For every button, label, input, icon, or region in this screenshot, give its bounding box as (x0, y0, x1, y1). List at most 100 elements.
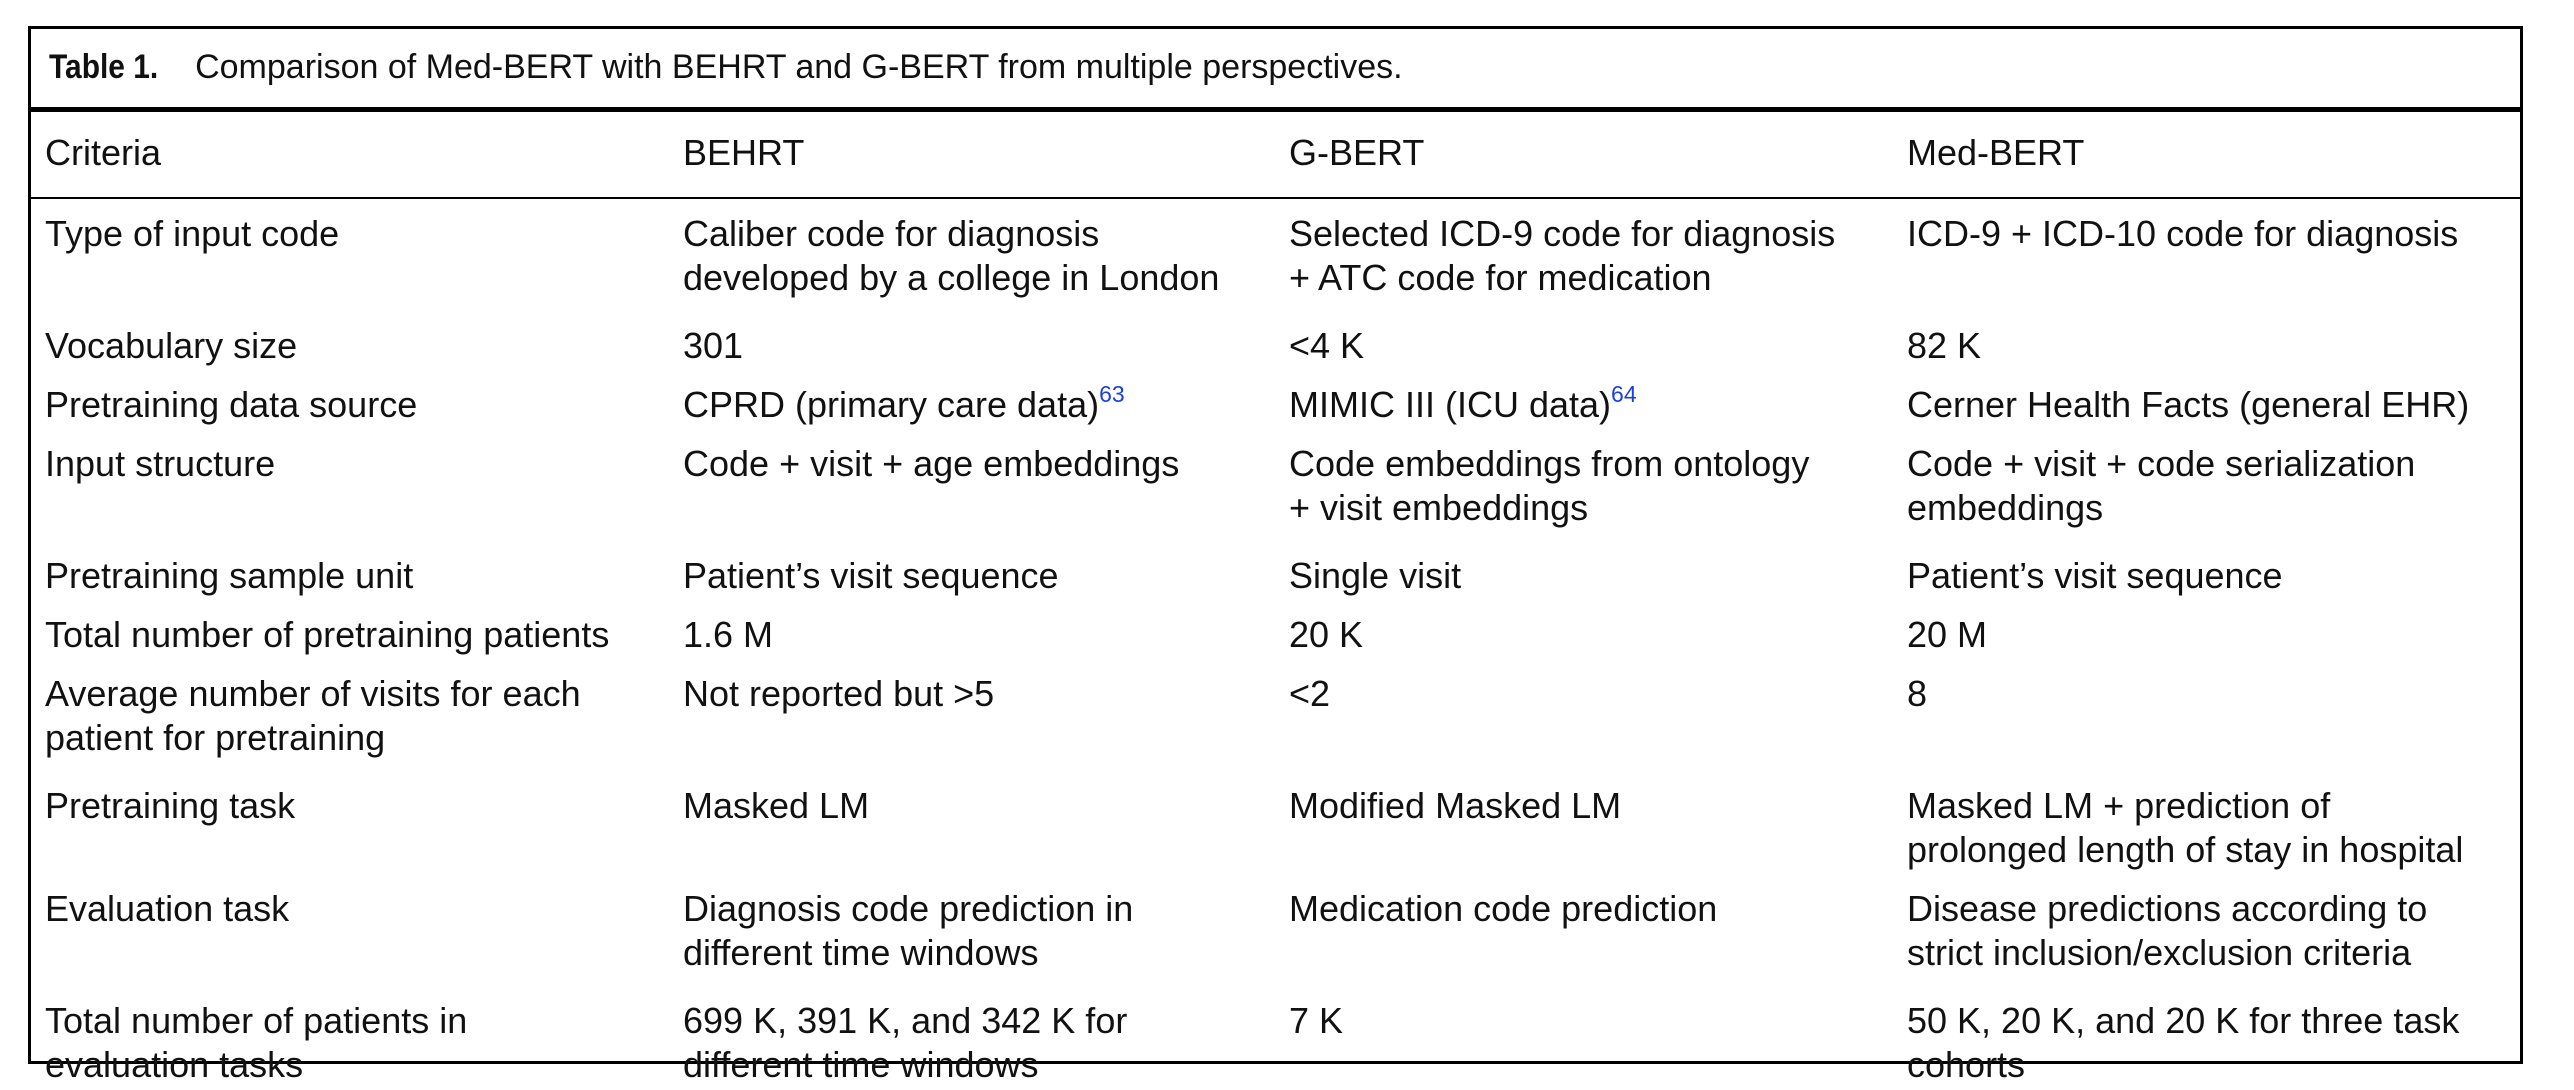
top-rule (31, 107, 2520, 112)
cell-line: MIMIC III (ICU data) (1289, 384, 1612, 425)
cell-line: Code embeddings from ontology (1289, 443, 1810, 484)
cell-line: Patient’s visit sequence (683, 555, 1059, 596)
cell-line: 82 K (1907, 325, 1982, 366)
cell-line: <4 K (1289, 325, 1365, 366)
cell-line: Cerner Health Facts (general EHR) (1907, 384, 2470, 425)
gbert-cell: 7 K (1289, 999, 1343, 1043)
medbert-cell: 20 M (1907, 613, 1987, 657)
table-header-row: Criteria BEHRT G-BERT Med-BERT (31, 131, 2520, 181)
cell-line: Modified Masked LM (1289, 785, 1622, 826)
cell-line: CPRD (primary care data) (683, 384, 1100, 425)
criteria-cell: Average number of visits for each patient… (45, 672, 581, 760)
medbert-cell: ICD-9 + ICD-10 code for diagnosis (1907, 212, 2458, 256)
gbert-cell: 20 K (1289, 613, 1363, 657)
gbert-cell: Modified Masked LM (1289, 784, 1621, 828)
gbert-cell: <2 (1289, 672, 1330, 716)
behrt-cell: Code + visit + age embeddings (683, 442, 1179, 486)
gbert-cell: Medication code prediction (1289, 887, 1717, 931)
cell-line: Code + visit + age embeddings (683, 443, 1180, 484)
medbert-cell: Patient’s visit sequence (1907, 554, 2283, 598)
medbert-cell: 82 K (1907, 324, 1981, 368)
cell-line: 7 K (1289, 1000, 1344, 1041)
behrt-cell: 301 (683, 324, 743, 368)
cell-line: Total number of pretraining patients (45, 614, 610, 655)
cell-line: Masked LM (683, 785, 870, 826)
cell-line: Single visit (1289, 555, 1462, 596)
criteria-cell: Total number of patients in evaluation ta… (45, 999, 467, 1087)
gbert-cell: Single visit (1289, 554, 1461, 598)
gbert-cell: <4 K (1289, 324, 1364, 368)
criteria-cell: Type of input code (45, 212, 339, 256)
cell-line: Patient’s visit sequence (1907, 555, 2283, 596)
table-caption-text: Comparison of Med-BERT with BEHRT and G-… (195, 48, 1403, 86)
medbert-cell: 8 (1907, 672, 1927, 716)
cell-line: cohorts (1907, 1044, 2026, 1085)
medbert-cell: Cerner Health Facts (general EHR) (1907, 383, 2469, 427)
medbert-cell: Code + visit + code serialization embeddi… (1907, 442, 2415, 530)
behrt-cell: Caliber code for diagnosis developed by a… (683, 212, 1219, 300)
behrt-cell: 1.6 M (683, 613, 773, 657)
citation-link[interactable]: 64 (1611, 381, 1637, 407)
cell-line: developed by a college in London (683, 257, 1220, 298)
cell-line: Average number of visits for each (45, 673, 581, 714)
cell-line: Masked LM + prediction of (1907, 785, 2331, 826)
citation-link[interactable]: 63 (1099, 381, 1125, 407)
criteria-cell: Vocabulary size (45, 324, 297, 368)
cell-line: Total number of patients in (45, 1000, 468, 1041)
cell-line: embeddings (1907, 487, 2104, 528)
cell-line: + visit embeddings (1289, 487, 1589, 528)
comparison-table: Table 1. Comparison of Med-BERT with BEHR… (28, 26, 2523, 1085)
criteria-cell: Total number of pretraining patients (45, 613, 609, 657)
criteria-cell: Pretraining sample unit (45, 554, 413, 598)
behrt-cell: CPRD (primary care data)63 (683, 383, 1125, 427)
table-caption: Table 1. Comparison of Med-BERT with BEHR… (49, 47, 1403, 87)
table-label: Table 1. (49, 48, 159, 86)
cell-line: 1.6 M (683, 614, 774, 655)
cell-line: Medication code prediction (1289, 888, 1718, 929)
header-rule (31, 197, 2520, 199)
cell-line: 699 K, 391 K, and 342 K for (683, 1000, 1128, 1041)
gbert-cell: Selected ICD-9 code for diagnosis + ATC c… (1289, 212, 1835, 300)
cell-line: different time windows (683, 1044, 1039, 1085)
behrt-cell: Not reported but >5 (683, 672, 994, 716)
header-behrt: BEHRT (683, 132, 805, 173)
cell-line: Caliber code for diagnosis (683, 213, 1100, 254)
gbert-cell: MIMIC III (ICU data)64 (1289, 383, 1637, 427)
cell-line: Evaluation task (45, 888, 290, 929)
header-gbert: G-BERT (1289, 132, 1425, 173)
cell-line: + ATC code for medication (1289, 257, 1712, 298)
cell-line: Type of input code (45, 213, 340, 254)
header-medbert: Med-BERT (1907, 132, 2085, 173)
cell-line: 301 (683, 325, 744, 366)
cell-line: strict inclusion/exclusion criteria (1907, 932, 2412, 973)
medbert-cell: Disease predictions according to strict i… (1907, 887, 2427, 975)
cell-line: different time windows (683, 932, 1039, 973)
cell-line: Vocabulary size (45, 325, 298, 366)
gbert-cell: Code embeddings from ontology + visit emb… (1289, 442, 1809, 530)
cell-line: <2 (1289, 673, 1331, 714)
cell-line: prolonged length of stay in hospital (1907, 829, 2464, 870)
cell-line: Pretraining data source (45, 384, 418, 425)
medbert-cell: 50 K, 20 K, and 20 K for three task cohor… (1907, 999, 2459, 1087)
criteria-cell: Pretraining task (45, 784, 295, 828)
behrt-cell: Patient’s visit sequence (683, 554, 1059, 598)
behrt-cell: Masked LM (683, 784, 869, 828)
cell-line: patient for pretraining (45, 717, 386, 758)
cell-line: Selected ICD-9 code for diagnosis (1289, 213, 1836, 254)
cell-line: 20 K (1289, 614, 1364, 655)
cell-line: Disease predictions according to (1907, 888, 2428, 929)
cell-line: 20 M (1907, 614, 1988, 655)
medbert-cell: Masked LM + prediction of prolonged lengt… (1907, 784, 2463, 872)
behrt-cell: 699 K, 391 K, and 342 K for different tim… (683, 999, 1127, 1087)
criteria-cell: Evaluation task (45, 887, 289, 931)
cell-line: Diagnosis code prediction in (683, 888, 1134, 929)
cell-line: Code + visit + code serialization (1907, 443, 2416, 484)
cell-line: 50 K, 20 K, and 20 K for three task (1907, 1000, 2460, 1041)
cell-line: Pretraining task (45, 785, 296, 826)
behrt-cell: Diagnosis code prediction in different ti… (683, 887, 1133, 975)
cell-line: Pretraining sample unit (45, 555, 414, 596)
header-criteria: Criteria (45, 132, 162, 173)
criteria-cell: Input structure (45, 442, 275, 486)
cell-line: Input structure (45, 443, 276, 484)
cell-line: Not reported but >5 (683, 673, 995, 714)
